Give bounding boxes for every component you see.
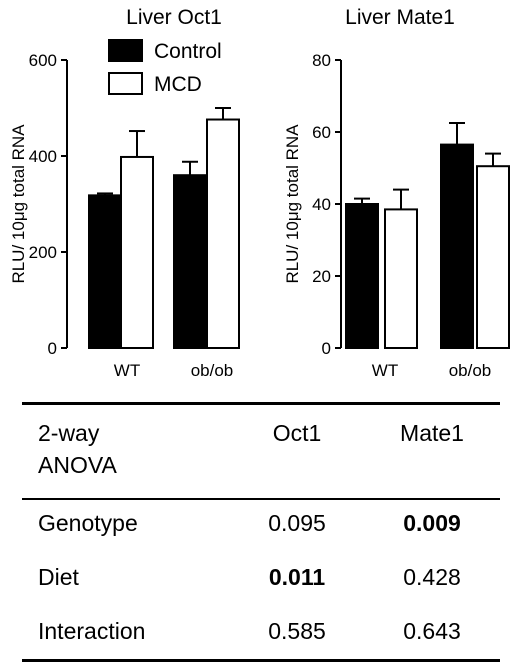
row-genotype-label: Genotype xyxy=(38,510,138,536)
chart1-title: Liver Oct1 xyxy=(126,6,222,29)
chart2-y-tick-label: 20 xyxy=(312,267,331,286)
header-label-line2: ANOVA xyxy=(38,452,117,478)
chart1-y-tick-label: 600 xyxy=(29,51,57,70)
chart2-title: Liver Mate1 xyxy=(345,6,455,29)
row-genotype-mate1: 0.009 xyxy=(403,510,461,536)
chart1-legend-swatch xyxy=(108,39,143,62)
chart2-bar-control-wt xyxy=(345,203,379,349)
chart2-bar-control-obob xyxy=(440,143,474,349)
table-top-rule xyxy=(22,402,500,405)
chart1-legend-label: MCD xyxy=(154,73,202,96)
row-diet-oct1: 0.011 xyxy=(268,564,326,590)
chart1-bar-mcd-wt xyxy=(120,155,154,349)
chart1-x-tick-label: ob/ob xyxy=(191,361,234,380)
chart1-legend-label: Control xyxy=(154,40,222,63)
chart2-y-tick-label: 80 xyxy=(312,51,331,70)
row-diet-mate1: 0.428 xyxy=(403,564,461,590)
row-interaction-oct1: 0.585 xyxy=(268,618,326,644)
header-oct1: Oct1 xyxy=(272,420,322,446)
chart1-bar-control-obob xyxy=(173,174,207,349)
chart1-legend-swatch xyxy=(108,72,143,95)
chart2-y-axis-label: RLU/ 10μg total RNA xyxy=(283,124,302,284)
chart2-y-tick-label: 60 xyxy=(312,123,331,142)
chart2-bar-mcd-wt xyxy=(384,208,418,349)
chart1-y-axis-label: RLU/ 10μg total RNA xyxy=(9,124,28,284)
chart2-x-tick-label: WT xyxy=(372,361,398,380)
chart1-y-tick-label: 400 xyxy=(29,147,57,166)
table-header-rule xyxy=(22,498,500,500)
header-mate1: Mate1 xyxy=(400,420,464,446)
row-interaction-label: Interaction xyxy=(38,618,146,644)
header-label-line1: 2-way xyxy=(38,420,100,446)
chart2-y-tick-label: 40 xyxy=(312,195,331,214)
chart2-bar-mcd-obob xyxy=(476,165,510,349)
table-bottom-rule xyxy=(22,659,500,662)
row-diet-label: Diet xyxy=(38,564,79,590)
chart1-bar-mcd-obob xyxy=(206,118,240,349)
chart1-y-tick-label: 200 xyxy=(29,243,57,262)
row-genotype-oct1: 0.095 xyxy=(268,510,326,536)
chart1-y-tick-label: 0 xyxy=(48,339,57,358)
chart2-x-tick-label: ob/ob xyxy=(449,361,492,380)
row-interaction-mate1: 0.643 xyxy=(403,618,461,644)
chart1-bar-control-wt xyxy=(88,194,122,349)
chart1-x-tick-label: WT xyxy=(114,361,140,380)
chart2-y-tick-label: 0 xyxy=(322,339,331,358)
